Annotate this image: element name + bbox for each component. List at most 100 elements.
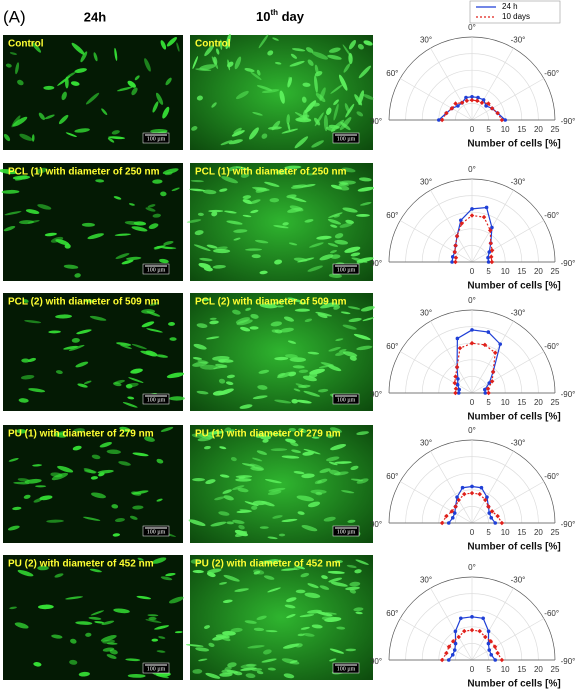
cell [132, 505, 144, 510]
cell [88, 616, 102, 620]
cell [165, 77, 172, 86]
cell [283, 316, 295, 322]
cell [219, 188, 228, 192]
cell [128, 203, 135, 206]
cell [106, 642, 118, 645]
data-point [462, 628, 467, 634]
cell [267, 536, 278, 540]
cell [146, 328, 163, 333]
cell [226, 374, 235, 379]
cell [5, 63, 12, 68]
cell [295, 383, 307, 388]
scale-bar-box [332, 132, 360, 144]
cell [144, 436, 155, 442]
cell [362, 317, 375, 322]
cell [232, 485, 245, 491]
cell [106, 654, 117, 659]
cell [306, 173, 314, 176]
data-point [481, 616, 485, 621]
cell [291, 48, 306, 52]
data-point [470, 94, 474, 99]
cell [235, 478, 252, 482]
cell [319, 585, 330, 590]
data-point [495, 650, 500, 656]
cell [126, 256, 142, 261]
theta-tick-label: -60° [544, 211, 559, 220]
cell [362, 94, 374, 100]
cell [17, 569, 34, 577]
cell [234, 588, 249, 592]
data-point [456, 104, 460, 108]
image-label: PU (2) with diameter of 452 nm [8, 559, 154, 570]
data-point [477, 491, 482, 497]
cell [298, 369, 309, 373]
r-tick-label: 5 [486, 125, 491, 134]
column-header: 10th day [256, 8, 305, 24]
cell [44, 232, 57, 237]
cell [125, 658, 141, 662]
cell [78, 671, 90, 677]
cell [343, 351, 358, 357]
cell [283, 673, 295, 679]
cell [154, 244, 166, 250]
cell [293, 388, 301, 392]
data-point [486, 330, 491, 334]
data-point [487, 648, 492, 652]
data-point [453, 374, 458, 379]
cell [267, 490, 282, 496]
cell [320, 302, 337, 309]
r-tick-label: 20 [534, 398, 543, 407]
r-tick-label: 20 [534, 665, 543, 674]
r-tick-label: 0 [470, 125, 475, 134]
cell [145, 207, 156, 212]
cell [260, 435, 272, 440]
data-point [450, 653, 455, 657]
scale-bar-box [332, 263, 360, 275]
cell [329, 658, 337, 662]
r-tick-label: 20 [534, 267, 543, 276]
cell [75, 621, 93, 625]
cell [207, 430, 225, 435]
r-tick-label: 0 [470, 398, 475, 407]
column-header: 24h [84, 9, 106, 24]
data-point [469, 213, 475, 218]
cell [235, 90, 249, 100]
cell [271, 300, 286, 305]
cell [299, 614, 315, 618]
cell [118, 461, 131, 466]
data-point [469, 627, 475, 633]
scale-bar-label: 100 µm [337, 529, 356, 535]
cell [287, 122, 291, 131]
cell [274, 259, 283, 265]
cell [166, 372, 185, 379]
cell [219, 672, 233, 677]
grid-spoke [471, 351, 545, 394]
cell [356, 214, 370, 217]
cell [323, 516, 336, 522]
cell [206, 571, 216, 578]
cell [204, 445, 211, 450]
cell [235, 166, 250, 171]
cell [339, 117, 352, 131]
cell [195, 68, 212, 72]
cell [328, 212, 343, 218]
data-point [454, 364, 460, 370]
cell [208, 642, 215, 647]
cell [333, 103, 339, 121]
data-point [483, 497, 488, 503]
data-point [455, 495, 459, 499]
cell [328, 47, 341, 53]
cell [281, 455, 300, 459]
cell [285, 438, 296, 443]
data-point [489, 653, 494, 657]
cell [252, 500, 267, 506]
cell [227, 59, 231, 71]
data-point [470, 484, 474, 489]
cell [324, 612, 337, 615]
cell [117, 86, 133, 92]
data-point [459, 616, 463, 621]
cell [347, 519, 356, 523]
cell [14, 622, 29, 629]
data-point [469, 340, 475, 346]
